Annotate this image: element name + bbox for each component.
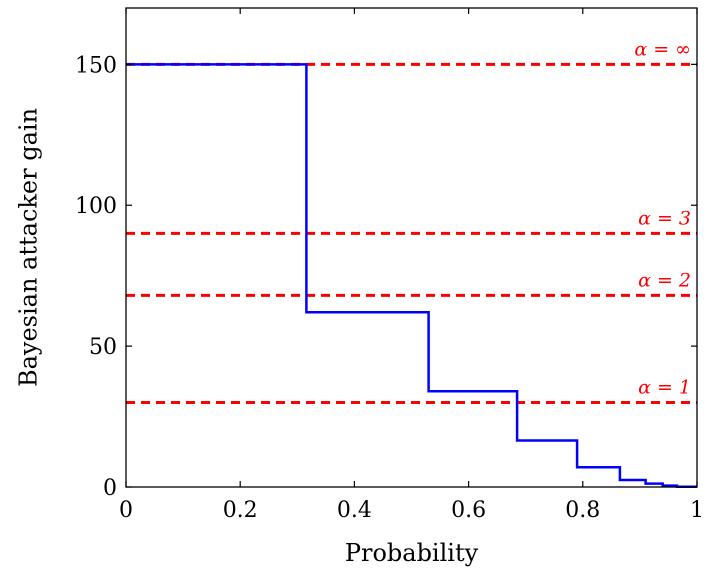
plot-frame-border xyxy=(125,7,698,488)
y-axis-title: Bayesian attacker gain xyxy=(15,108,43,387)
data-series xyxy=(126,63,697,488)
y-tick-label-1: 50 xyxy=(89,335,117,360)
reference-lines xyxy=(126,62,697,404)
x-tick-label-2: 0.4 xyxy=(337,498,372,523)
y-tick-label-3: 150 xyxy=(75,53,117,78)
x-axis-title: Probability xyxy=(345,539,479,567)
series-line-0 xyxy=(126,63,697,488)
reference-line-label-0: α = ∞ xyxy=(634,38,691,60)
x-tick-label-3: 0.6 xyxy=(451,498,486,523)
reference-line-labels: α = ∞ α = 3 α = 2 α = 1 xyxy=(634,38,691,398)
x-axis-ticks: 0 0.2 0.4 0.6 0.8 1 xyxy=(119,8,704,523)
y-axis-ticks: 0 50 100 150 xyxy=(75,53,697,501)
x-tick-label-0: 0 xyxy=(119,498,133,523)
y-tick-label-0: 0 xyxy=(103,476,117,501)
reference-line-label-1: α = 3 xyxy=(638,207,691,229)
reference-line-label-2: α = 2 xyxy=(638,269,691,291)
plot-frame xyxy=(125,7,698,488)
y-tick-label-2: 100 xyxy=(75,194,117,219)
reference-line-label-3: α = 1 xyxy=(638,376,691,398)
x-tick-label-1: 0.2 xyxy=(223,498,258,523)
x-tick-label-5: 1 xyxy=(690,498,704,523)
x-tick-label-4: 0.8 xyxy=(565,498,600,523)
